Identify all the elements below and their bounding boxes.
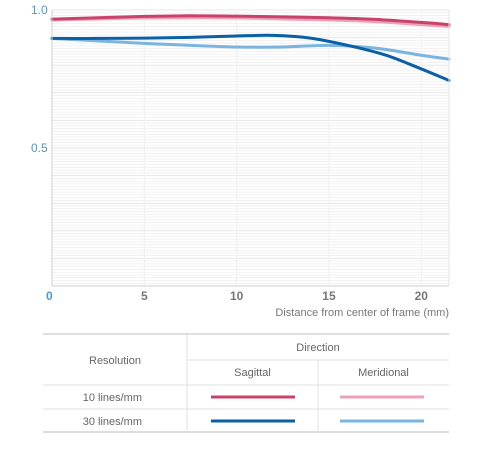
series-lines <box>50 14 451 82</box>
grid-lines <box>51 9 449 287</box>
x-tick-label: 0 <box>46 289 53 303</box>
axes <box>51 10 450 287</box>
x-axis-title: Distance from center of frame (mm) <box>275 307 449 319</box>
legend-column-sagittal: Sagittal <box>234 367 271 379</box>
x-tick-label: 15 <box>322 289 336 303</box>
series-line-10-lines-mmsagittal <box>50 14 451 27</box>
series-line-30-lines-mmmeridional <box>50 36 451 61</box>
legend-row-label: 10 lines/mm <box>83 392 142 404</box>
y-tick-label: 1.0 <box>31 3 48 17</box>
y-tick-label: 0.5 <box>31 141 48 155</box>
legend-row-label: 30 lines/mm <box>83 416 142 428</box>
legend-group-header: Direction <box>296 342 339 354</box>
legend-column-meridional: Meridional <box>358 367 409 379</box>
series-line-30-lines-mmsagittal <box>50 33 451 82</box>
legend-row-header: Resolution <box>89 355 141 367</box>
x-tick-label: 5 <box>141 289 148 303</box>
legend-table: Resolution Direction Sagittal Meridional 10 … <box>43 333 449 433</box>
x-tick-label: 20 <box>415 289 429 303</box>
x-tick-label: 10 <box>230 289 244 303</box>
y-tick-labels: 0.5 1.0 <box>31 3 48 155</box>
x-tick-labels: 0 5 10 15 20 <box>46 289 428 303</box>
